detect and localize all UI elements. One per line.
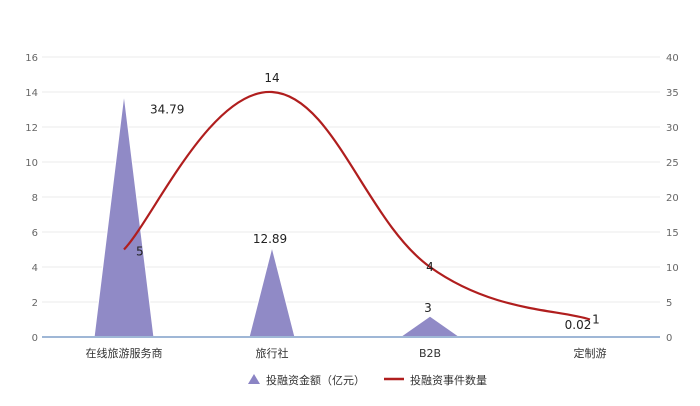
category-label: 定制游 (574, 346, 607, 360)
left-tick-label: 16 (25, 53, 38, 64)
right-tick-label: 35 (666, 88, 679, 99)
amount-peak (248, 246, 296, 338)
legend-label-count: 投融资事件数量 (410, 373, 487, 387)
x-axis-categories: 在线旅游服务商 旅行社 B2B 定制游 (86, 346, 607, 360)
left-tick-label: 0 (32, 333, 38, 344)
right-tick-label: 15 (666, 228, 679, 239)
right-tick-label: 25 (666, 158, 679, 169)
legend-item-amount: 投融资金额（亿元） (248, 373, 365, 387)
count-data-label: 1 (592, 313, 600, 327)
left-tick-label: 6 (32, 228, 38, 239)
event-count-line (123, 90, 591, 321)
left-tick-label: 10 (25, 158, 38, 169)
legend-item-count: 投融资事件数量 (384, 373, 487, 387)
category-label: 旅行社 (256, 346, 289, 360)
data-labels: 34.79 12.89 3 0.02 5 14 4 1 (136, 71, 600, 332)
left-tick-label: 4 (32, 263, 38, 274)
amount-data-label: 0.02 (565, 318, 592, 332)
legend-triangle-icon (248, 374, 260, 384)
amount-data-label: 3 (424, 301, 432, 315)
legend-label-amount: 投融资金额（亿元） (266, 373, 365, 387)
right-tick-label: 40 (666, 53, 679, 64)
left-axis-ticks: 0 2 4 6 8 10 12 14 16 (25, 53, 38, 344)
left-tick-label: 2 (32, 298, 38, 309)
right-tick-label: 10 (666, 263, 679, 274)
left-tick-label: 12 (25, 123, 38, 134)
amount-peak (93, 93, 155, 338)
amount-peaks (93, 93, 462, 338)
count-data-label: 4 (426, 260, 434, 274)
category-label: 在线旅游服务商 (86, 346, 163, 360)
category-label: B2B (419, 347, 441, 360)
count-data-label: 5 (136, 245, 144, 259)
right-tick-label: 0 (666, 333, 672, 344)
right-tick-label: 20 (666, 193, 679, 204)
amount-data-label: 34.79 (150, 102, 184, 116)
left-tick-label: 8 (32, 193, 38, 204)
right-tick-label: 30 (666, 123, 679, 134)
right-tick-label: 5 (666, 298, 672, 309)
amount-data-label: 12.89 (253, 232, 287, 246)
legend: 投融资金额（亿元） 投融资事件数量 (248, 373, 487, 387)
left-tick-label: 14 (25, 88, 38, 99)
count-data-label: 14 (264, 71, 279, 85)
amount-peak (398, 315, 462, 338)
right-axis-ticks: 0 5 10 15 20 25 30 35 40 (666, 53, 679, 344)
